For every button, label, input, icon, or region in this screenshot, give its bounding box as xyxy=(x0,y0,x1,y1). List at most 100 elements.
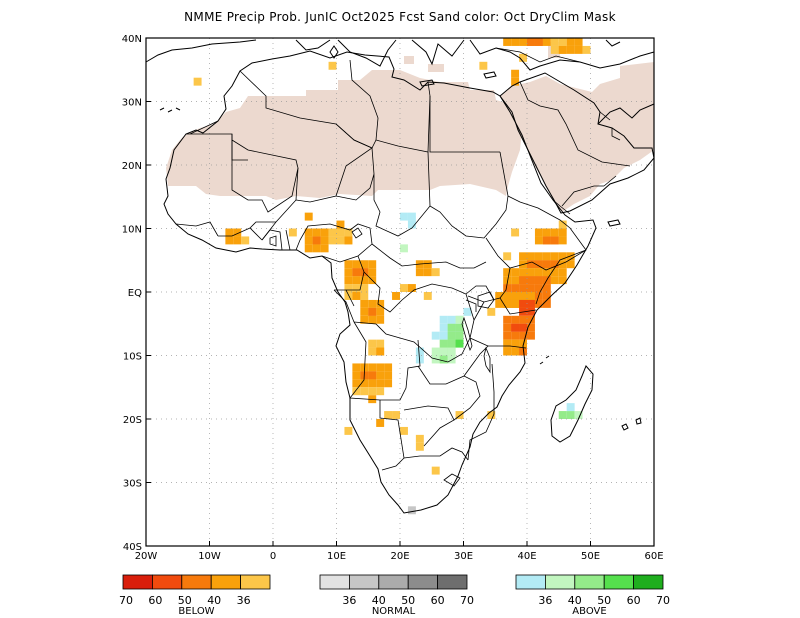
probability-cell xyxy=(534,236,543,245)
probability-cell xyxy=(566,411,575,419)
probability-cell xyxy=(542,228,551,237)
x-tick-label: 20W xyxy=(135,551,158,562)
probability-cell xyxy=(352,363,361,372)
caspian-hint xyxy=(605,39,621,47)
probability-cell xyxy=(225,236,234,245)
probability-cell xyxy=(463,307,472,316)
legend-title: ABOVE xyxy=(572,606,606,617)
probability-cell xyxy=(503,299,512,308)
probability-cell xyxy=(558,276,567,285)
lake-volta xyxy=(269,235,277,247)
probability-cell xyxy=(312,244,321,253)
probability-cell xyxy=(542,252,551,261)
probability-cell xyxy=(511,331,520,340)
border-namibia xyxy=(379,400,455,471)
probability-cell xyxy=(527,276,535,285)
probability-cell xyxy=(193,77,202,86)
border-ethiopia xyxy=(485,195,587,271)
map-title: NMME Precip Prob. JunIC Oct2025 Fcst San… xyxy=(184,10,616,24)
probability-cell xyxy=(503,38,512,46)
probability-cell xyxy=(431,466,440,475)
probability-cell xyxy=(320,228,329,237)
probability-cell xyxy=(360,260,369,269)
probability-cell xyxy=(574,45,583,54)
probability-cell xyxy=(392,292,400,300)
probability-cell xyxy=(360,379,369,388)
probability-cell xyxy=(503,284,512,292)
probability-cell xyxy=(519,323,527,332)
probability-cell xyxy=(519,315,527,324)
madagascar-coastline xyxy=(550,365,594,443)
probability-cell xyxy=(534,284,543,292)
probability-cell xyxy=(407,220,416,229)
lake-malawi xyxy=(483,346,491,374)
probability-cell xyxy=(534,268,543,277)
probability-cell xyxy=(511,323,520,332)
probability-cell xyxy=(495,299,504,308)
probability-cell xyxy=(511,69,520,78)
x-tick-label: 20E xyxy=(390,551,409,562)
probability-cell xyxy=(558,38,567,46)
probability-cell xyxy=(368,299,377,308)
probability-layer xyxy=(193,38,591,515)
x-tick-label: 60E xyxy=(644,551,663,562)
probability-cell xyxy=(455,339,464,348)
probability-cell xyxy=(503,292,512,300)
probability-cell xyxy=(344,292,353,300)
y-tick-label: 10S xyxy=(123,352,142,363)
x-tick-label: 50E xyxy=(581,551,600,562)
legend-label: 50 xyxy=(178,594,192,607)
probability-cell xyxy=(566,260,575,269)
probability-cell xyxy=(550,276,559,285)
probability-cell xyxy=(336,228,345,237)
legend-label: 60 xyxy=(431,594,445,607)
probability-cell xyxy=(511,292,520,300)
probability-cell xyxy=(376,371,385,380)
probability-cell xyxy=(368,379,377,388)
legend-swatch xyxy=(437,574,468,590)
probability-cell xyxy=(511,284,520,292)
probability-cell xyxy=(376,347,385,356)
probability-cell xyxy=(368,268,377,277)
probability-cell xyxy=(487,307,496,316)
probability-cell xyxy=(527,284,535,292)
x-tick-label: 10E xyxy=(327,551,346,562)
legend-label: 40 xyxy=(372,594,386,607)
probability-cell xyxy=(233,236,242,245)
probability-cell xyxy=(527,292,535,300)
border-egypt xyxy=(429,96,500,153)
probability-cell xyxy=(511,299,520,308)
border-south-africa xyxy=(403,447,469,487)
probability-cell xyxy=(368,387,377,396)
border-nigeria xyxy=(295,223,373,263)
probability-cell xyxy=(400,212,408,221)
probability-cell xyxy=(400,244,408,253)
legend-swatch xyxy=(603,574,635,590)
probability-cell xyxy=(558,268,567,277)
probability-cell xyxy=(527,315,535,324)
dry-mask-region xyxy=(404,56,414,64)
legend-swatch xyxy=(122,574,153,590)
probability-cell xyxy=(384,379,393,388)
probability-cell xyxy=(344,260,353,269)
probability-cell xyxy=(511,339,520,348)
probability-cell xyxy=(558,260,567,269)
probability-cell xyxy=(574,411,583,419)
probability-cell xyxy=(511,228,520,237)
border-mauritania xyxy=(231,134,299,213)
legend-label: 70 xyxy=(119,594,133,607)
probability-cell xyxy=(519,276,527,285)
probability-cell xyxy=(503,331,512,340)
probability-cell xyxy=(415,268,424,277)
legend-label: 40 xyxy=(568,594,582,607)
probability-cell xyxy=(407,212,416,221)
probability-cell xyxy=(534,38,543,46)
probability-cell xyxy=(550,260,559,269)
probability-cell xyxy=(439,355,448,364)
probability-cell xyxy=(320,244,329,253)
dry-mask-region xyxy=(500,62,654,212)
probability-cell xyxy=(368,339,377,348)
arabia-coastline xyxy=(499,72,655,214)
probability-cell xyxy=(423,292,432,300)
probability-cell xyxy=(376,379,385,388)
